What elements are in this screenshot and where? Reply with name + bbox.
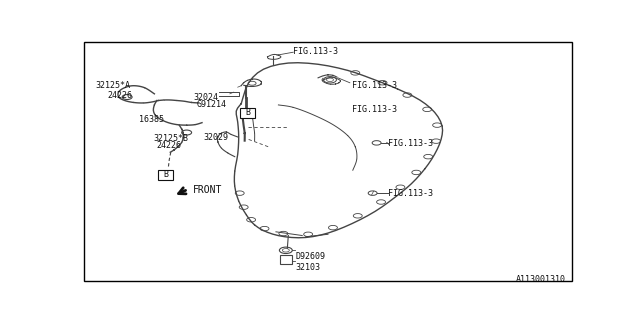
- Text: 32029: 32029: [203, 133, 228, 142]
- Text: B: B: [163, 170, 168, 179]
- Text: 32125*B: 32125*B: [154, 134, 188, 143]
- Text: 24226: 24226: [108, 91, 132, 100]
- Text: 32024: 32024: [193, 93, 218, 102]
- Text: 32103: 32103: [295, 262, 320, 272]
- Text: B: B: [245, 108, 250, 117]
- Text: 32125*A: 32125*A: [96, 81, 131, 90]
- Text: FIG.113-3: FIG.113-3: [293, 47, 339, 56]
- Text: 24226: 24226: [157, 141, 182, 150]
- Bar: [158, 170, 173, 180]
- Text: FRONT: FRONT: [193, 185, 223, 195]
- Bar: [240, 108, 255, 118]
- Text: D92609: D92609: [295, 252, 325, 261]
- Text: G91214: G91214: [196, 100, 227, 109]
- Text: FIG.113-3: FIG.113-3: [388, 139, 433, 148]
- Text: FIG.113-3: FIG.113-3: [352, 105, 397, 114]
- Text: A113001310: A113001310: [516, 275, 566, 284]
- FancyBboxPatch shape: [280, 255, 292, 264]
- Text: FIG.113-3: FIG.113-3: [352, 81, 397, 90]
- Text: FIG.113-3: FIG.113-3: [388, 189, 433, 198]
- Text: 16385: 16385: [138, 115, 164, 124]
